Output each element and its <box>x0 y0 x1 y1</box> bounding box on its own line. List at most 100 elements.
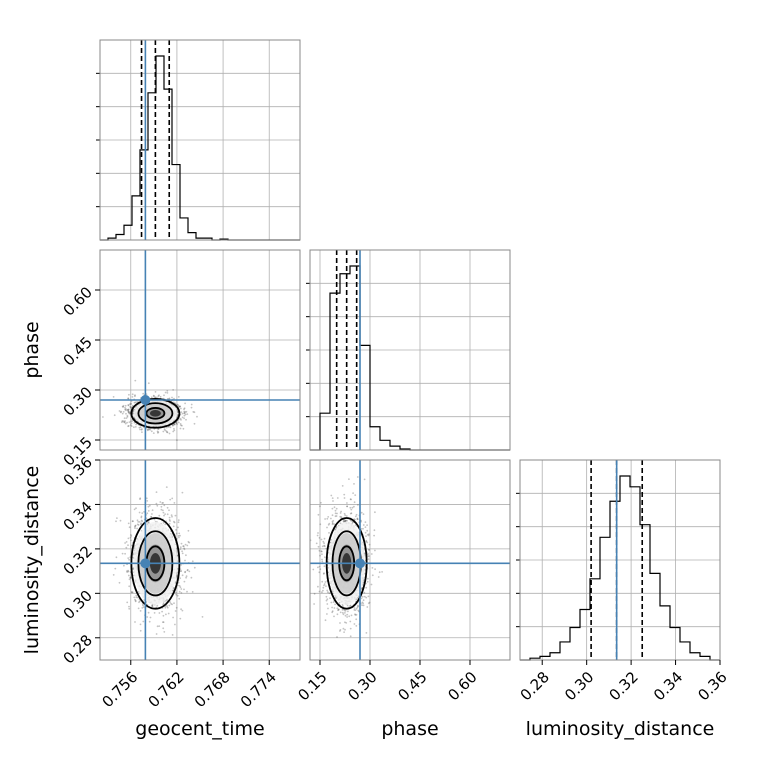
scatter-point <box>370 583 373 586</box>
scatter-point <box>180 588 183 590</box>
scatter-point <box>186 590 188 593</box>
scatter-point <box>326 526 328 529</box>
scatter-point <box>183 417 186 420</box>
scatter-point <box>128 585 131 588</box>
scatter-point <box>142 392 145 395</box>
scatter-point <box>179 417 182 420</box>
x-tick-label-phase: 0.15 <box>294 668 330 704</box>
scatter-point <box>357 604 359 607</box>
scatter-point <box>140 522 143 525</box>
scatter-point <box>162 621 164 623</box>
scatter-point <box>356 606 359 609</box>
scatter-point <box>351 521 354 524</box>
scatter-point <box>141 428 143 430</box>
scatter-point <box>163 631 166 633</box>
scatter-point <box>320 550 323 553</box>
scatter-point <box>360 511 363 514</box>
scatter-point <box>125 546 128 549</box>
scatter-point <box>356 518 359 520</box>
scatter-point <box>170 602 172 605</box>
scatter-point <box>146 500 149 502</box>
scatter-point <box>332 519 335 522</box>
x-tick-label-luminosity_distance: 0.36 <box>694 668 730 704</box>
scatter-point <box>125 412 127 415</box>
scatter-point <box>127 544 129 547</box>
scatter-point <box>163 514 165 517</box>
scatter-point <box>136 527 139 530</box>
scatter-point <box>362 602 364 605</box>
scatter-point <box>315 542 318 545</box>
scatter-point <box>178 532 181 535</box>
scatter-point <box>356 476 359 478</box>
scatter-point <box>163 394 165 397</box>
x-axis-label-geocent_time: geocent_time <box>135 718 264 740</box>
contour-2 <box>145 407 166 420</box>
scatter-point <box>188 541 191 544</box>
scatter-point <box>363 595 366 598</box>
scatter-point <box>150 396 153 399</box>
scatter-point <box>186 569 189 572</box>
scatter-point <box>334 512 337 515</box>
truth-marker <box>355 558 365 569</box>
scatter-point <box>172 430 175 433</box>
scatter-point <box>136 401 139 403</box>
scatter-point <box>181 424 183 427</box>
scatter-point <box>345 519 347 522</box>
scatter-point <box>334 515 337 518</box>
scatter-point <box>149 616 152 619</box>
scatter-point <box>333 523 336 526</box>
scatter-point <box>367 602 370 605</box>
scatter-point <box>349 635 352 638</box>
scatter-point <box>154 391 157 393</box>
scatter-point <box>130 539 132 542</box>
scatter-point <box>130 402 132 405</box>
scatter-point <box>166 431 168 434</box>
scatter-point <box>328 532 330 534</box>
scatter-point <box>157 431 160 433</box>
scatter-point <box>172 616 175 619</box>
scatter-point <box>130 534 132 536</box>
scatter-point <box>201 616 204 618</box>
scatter-point <box>343 493 346 496</box>
scatter-point <box>122 420 125 423</box>
grid-lines <box>100 40 300 240</box>
scatter-point <box>132 520 134 522</box>
scatter-point <box>162 522 165 524</box>
scatter-point <box>193 422 196 425</box>
scatter-point <box>357 609 360 612</box>
scatter-point <box>341 609 344 611</box>
scatter-point <box>141 607 144 609</box>
scatter-point <box>124 404 127 407</box>
scatter-point <box>188 570 191 573</box>
scatter-point <box>355 618 358 621</box>
scatter-point <box>183 547 186 550</box>
scatter-point <box>127 393 130 396</box>
scatter-point <box>134 401 137 404</box>
scatter-point <box>127 411 130 414</box>
scatter-point <box>179 586 182 589</box>
scatter-point <box>162 502 165 504</box>
scatter-point <box>173 427 175 430</box>
scatter-point <box>176 439 178 441</box>
scatter-point <box>179 427 182 430</box>
scatter-point <box>370 553 373 555</box>
scatter-point <box>335 507 338 510</box>
scatter-point <box>354 494 357 496</box>
scatter-point <box>166 392 169 394</box>
scatter-point <box>324 556 326 559</box>
scatter-point <box>168 516 171 519</box>
panel-frame <box>99 459 301 661</box>
scatter-point <box>131 396 134 398</box>
scatter-point <box>332 601 335 603</box>
scatter-point <box>183 414 186 417</box>
scatter-point <box>356 518 359 521</box>
scatter-point <box>178 405 181 408</box>
panel-geocent_time-luminosity_distance <box>100 460 300 660</box>
scatter-point <box>183 407 186 410</box>
scatter-point <box>191 591 194 593</box>
scatter-point <box>171 424 174 427</box>
scatter-point <box>134 525 137 527</box>
scatter-point <box>168 519 171 521</box>
scatter-point <box>330 494 333 497</box>
scatter-point <box>159 395 162 398</box>
